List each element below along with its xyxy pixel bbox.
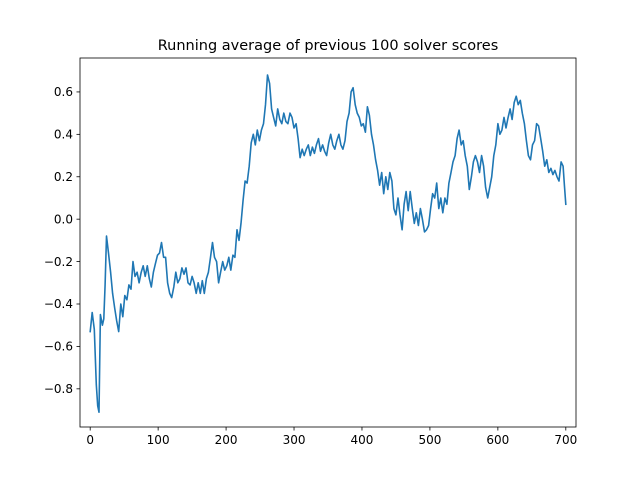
chart-title: Running average of previous 100 solver s… [158,38,499,54]
y-tick-label: −0.2 [44,255,73,269]
x-tick-label: 200 [215,433,238,447]
y-tick-label: 0.0 [54,212,73,226]
series-line-running-average [89,74,567,413]
x-tick-label: 0 [86,433,94,447]
y-tick-label: −0.4 [44,297,73,311]
x-tick-label: 400 [351,433,374,447]
plot-area-frame [79,57,577,428]
x-tick-label: 600 [486,433,509,447]
y-tick-label: 0.6 [54,85,73,99]
y-tick-label: 0.4 [54,128,73,142]
x-tick-label: 700 [554,433,577,447]
y-tick-label: −0.8 [44,382,73,396]
x-axis: 0 100 200 300 400 500 600 700 [86,427,577,447]
y-tick-label: 0.2 [54,170,73,184]
y-axis: −0.8 −0.6 −0.4 −0.2 0.0 0.2 0.4 0.6 [44,85,80,396]
x-tick-label: 500 [418,433,441,447]
y-tick-label: −0.6 [44,340,73,354]
x-tick-label: 100 [147,433,170,447]
x-tick-label: 300 [283,433,306,447]
